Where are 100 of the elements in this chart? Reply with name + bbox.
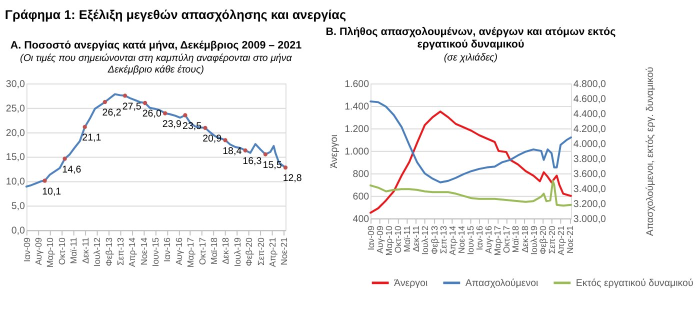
y-tick-label: 400 — [352, 214, 370, 225]
x-tick-label: Δεκ-18 — [520, 226, 530, 253]
x-tick-label: Νοε-14 — [138, 237, 149, 266]
y2-tick-label: 4.400,0 — [573, 108, 607, 120]
x-tick-label: Μαϊ-11 — [402, 226, 412, 252]
x-tick-label: Οκτ-17 — [197, 237, 208, 265]
x-tick-label: Ιουλ-19 — [232, 237, 242, 267]
x-tick-label: Ιουλ-12 — [92, 237, 102, 267]
x-tick-label: Ιαν-09 — [366, 226, 376, 250]
y-tick-label: 800 — [352, 168, 370, 180]
x-tick-label: Φεβ-13 — [104, 237, 114, 266]
y2-tick-label: 4.000,0 — [573, 138, 607, 150]
y2-tick-label: 3.600,0 — [573, 168, 607, 180]
x-tick-label: Αυγ-09 — [374, 226, 385, 254]
x-tick-label: Μαρ-17 — [492, 226, 503, 256]
y2-tick-label: 3.800,0 — [573, 154, 607, 165]
y2-axis-title: Απασχολούμενοι, εκτός εργ. δυναμικού — [644, 66, 656, 236]
data-label: 14,6 — [62, 164, 82, 176]
x-tick-label: Δεκ-11 — [80, 237, 90, 264]
line-series — [370, 100, 572, 184]
data-label: 23,5 — [182, 120, 202, 132]
y-tick-label: 15,0 — [6, 152, 26, 164]
x-tick-label: Απρ-21 — [556, 226, 566, 256]
point — [243, 148, 248, 152]
chart-title: Β. Πλήθος απασχολουμένων, ανέργων και ατόμων εκτός εργατικού δυναμικού — [326, 26, 616, 51]
y-tick-label: 5,0 — [11, 201, 26, 212]
y2-tick-label: 3.000,0 — [573, 214, 607, 225]
x-tick-label: Δεκ-11 — [411, 226, 422, 252]
legend-label: Εκτός εργατικού δυναμικού — [576, 278, 694, 289]
y-tick-label: 600 — [352, 191, 370, 202]
data-label: 20,9 — [202, 134, 222, 145]
legend-label: Άνεργοι — [394, 278, 428, 289]
y-tick-label: 1.600 — [344, 78, 370, 90]
x-tick-label: Φεβ-20 — [244, 237, 254, 266]
data-label: 18,4 — [222, 146, 242, 157]
point — [122, 94, 128, 98]
text: Γράφημα 1: Εξέλιξη μεγεθών απασχόλησης και ανεργίας — [4, 8, 346, 22]
x-tick-label: Μαρ-10 — [45, 237, 56, 268]
x-tick-label: Οκτ-17 — [502, 226, 512, 254]
x-tick-label: Ιουλ-19 — [528, 226, 539, 255]
y-tick-label: 0,0 — [11, 226, 26, 237]
data-label: 21,1 — [82, 132, 102, 144]
x-tick-label: Αυγ-16 — [484, 226, 494, 254]
point — [223, 138, 228, 142]
point — [183, 113, 188, 118]
x-tick-label: Ιουλ-12 — [420, 226, 430, 255]
point — [42, 178, 47, 183]
x-tick-label: Μαρ-17 — [186, 237, 196, 268]
data-label: 26,2 — [102, 108, 122, 119]
y-tick-label: 1.000 — [344, 146, 370, 158]
chart-subtitle: (σε χιλιάδες) — [444, 52, 498, 64]
y2-tick-label: 3.200,0 — [573, 198, 607, 210]
line-series — [370, 110, 572, 214]
x-tick-label: Απρ-21 — [267, 237, 278, 268]
x-tick-label: Μαϊ-11 — [68, 237, 79, 264]
point — [283, 165, 288, 170]
x-tick-label: Φεβ-20 — [538, 226, 548, 254]
x-tick-label: Οκτ-10 — [56, 237, 67, 265]
line-series — [370, 180, 572, 207]
x-tick-label: Σεπ-13 — [115, 237, 126, 266]
chart-title: Α. Ποσοστό ανεργίας κατά μήνα, Δεκέμβριος 2009 – 2021 — [10, 39, 302, 52]
y2-tick-label: 4.200,0 — [573, 124, 607, 135]
y2-tick-label: 4.800,0 — [573, 78, 607, 90]
y2-tick-label: 3.400,0 — [573, 184, 607, 195]
y-tick-label: 10,0 — [6, 176, 26, 188]
x-tick-label: Μαρ-10 — [384, 226, 394, 256]
chart-subtitle: (Οι τιμές που σημειώνονται στη καμπύλη αναφέρονται στο μήνα Δεκέμβριο κάθε έτους) — [20, 52, 292, 76]
point — [263, 152, 268, 156]
x-tick-label: Δεκ-18 — [220, 237, 231, 264]
data-label: 26,0 — [142, 108, 162, 120]
x-tick-label: Σεπ-20 — [256, 237, 266, 266]
y-tick-label: 25,0 — [6, 103, 26, 114]
point — [82, 124, 87, 130]
x-tick-label: Ιαν-16 — [162, 237, 172, 262]
data-label: 27,5 — [122, 101, 142, 112]
point — [163, 111, 168, 116]
x-tick-label: Φεβ-13 — [429, 226, 440, 254]
x-tick-label: Ιαν-09 — [22, 237, 32, 262]
x-tick-label: Νοε-21 — [279, 237, 290, 266]
x-tick-label: Ιαν-16 — [474, 226, 485, 250]
legend-label: Απασχολούμενοι — [465, 278, 538, 289]
x-tick-label: Αυγ-09 — [33, 237, 44, 266]
data-label: 10,1 — [42, 186, 62, 198]
data-label: 12,8 — [282, 173, 302, 184]
y-tick-label: 1.200 — [344, 124, 370, 135]
x-tick-label: Μαϊ-18 — [510, 226, 521, 253]
y-axis-title: Άνεργοι — [328, 134, 340, 168]
data-label: 16,3 — [242, 156, 262, 168]
y2-tick-label: 4.600,0 — [573, 94, 607, 105]
x-tick-label: Απρ-14 — [447, 226, 458, 256]
point — [102, 100, 108, 104]
x-tick-label: Σεπ-20 — [546, 226, 557, 254]
y-tick-label: 30,0 — [6, 78, 26, 90]
y-tick-label: 1.400 — [344, 101, 370, 112]
data-label: 15,5 — [262, 160, 282, 172]
x-tick-label: Ιουν-15 — [465, 226, 476, 255]
data-label: 23,9 — [162, 118, 182, 130]
x-tick-label: Σεπ-13 — [438, 226, 448, 254]
x-tick-label: Οκτ-10 — [393, 226, 404, 254]
point — [203, 126, 208, 130]
